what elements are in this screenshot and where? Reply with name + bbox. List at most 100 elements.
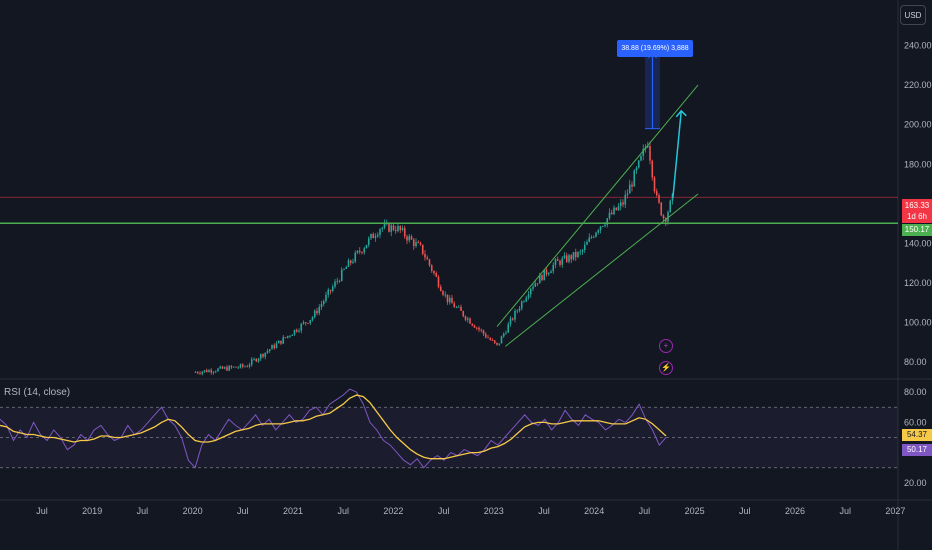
candle-body (392, 225, 395, 230)
candle-body (514, 310, 516, 320)
candle-body (271, 345, 273, 350)
rsi-value-tag: 50.17 (902, 444, 932, 456)
candle-body (667, 212, 669, 222)
candle-body (408, 236, 411, 241)
candle-body (262, 354, 264, 357)
candle-body (250, 359, 253, 365)
candle-body (410, 236, 413, 240)
candle-body (196, 372, 199, 374)
candle-body (241, 364, 244, 367)
candle-body (662, 215, 665, 219)
candle-body (365, 244, 368, 249)
candle-body (214, 371, 217, 373)
candle-body (669, 200, 672, 213)
plus-circle-icon[interactable]: + (659, 339, 673, 353)
measure-label: 38.88 (19.69%) 3,888 (617, 40, 693, 57)
candle-body (502, 333, 505, 337)
rsi-tick-label: 60.00 (904, 417, 927, 427)
candle-body (349, 260, 352, 263)
candle-body (298, 330, 300, 332)
candle-body (543, 269, 546, 281)
candle-body (525, 297, 528, 302)
candle-body (498, 343, 501, 345)
candle-body (275, 343, 278, 349)
candle-body (316, 310, 318, 314)
candle-body (397, 225, 399, 232)
projection-arrow[interactable] (672, 110, 682, 198)
candle-body (338, 280, 341, 282)
candle-body (433, 270, 435, 274)
candle-body (340, 269, 343, 281)
candle-body (478, 327, 480, 330)
candle-body (302, 322, 305, 324)
candle-body (491, 339, 494, 341)
candle-body (232, 366, 235, 368)
rsi-pane[interactable]: RSI (14, close) (0, 387, 898, 469)
candle-body (462, 310, 465, 317)
candle-body (520, 301, 523, 309)
candle-body (554, 259, 557, 265)
candle-body (451, 297, 453, 304)
candle-body (568, 255, 570, 262)
candle-body (325, 294, 327, 302)
lightning-icon[interactable]: ⚡ (659, 361, 673, 375)
candle-body (199, 373, 201, 374)
candle-body (453, 303, 456, 308)
candles (194, 141, 674, 376)
candle-body (545, 269, 548, 275)
candle-body (426, 257, 429, 260)
time-tick-label: Jul (739, 506, 751, 516)
candle-body (318, 307, 321, 314)
countdown-value: 1d 6h (906, 212, 928, 221)
candle-body (523, 301, 525, 303)
candle-body (230, 366, 233, 368)
candle-body (527, 294, 530, 298)
candle-body (363, 248, 366, 253)
candle-body (289, 335, 291, 337)
candle-body (617, 206, 620, 211)
time-tick-label: 2020 (183, 506, 203, 516)
candle-body (307, 323, 309, 324)
candle-body (487, 337, 489, 339)
time-tick-label: Jul (137, 506, 149, 516)
price-tick-label: 240.00 (904, 41, 932, 51)
time-axis[interactable]: Jul 2019 Jul 2020 Jul 2021 Jul 2022 Jul 2023 Jul 20… (36, 506, 905, 516)
candle-body (651, 160, 654, 178)
candle-body (556, 259, 559, 261)
candle-body (383, 223, 386, 228)
candle-body (640, 155, 642, 161)
candle-body (352, 261, 354, 263)
candle-body (309, 319, 312, 324)
time-tick-label: 2027 (885, 506, 905, 516)
price-tick-label: 100.00 (904, 318, 932, 328)
currency-button[interactable]: USD (900, 5, 926, 25)
candle-body (552, 264, 555, 272)
candle-body (257, 358, 260, 362)
candle-body (637, 160, 640, 168)
candle-body (516, 310, 519, 312)
price-pane[interactable] (0, 51, 898, 376)
time-tick-label: Jul (237, 506, 249, 516)
candle-body (194, 372, 197, 373)
candle-body (613, 207, 615, 215)
candle-body (435, 273, 438, 277)
candle-body (235, 366, 237, 368)
candle-body (586, 241, 588, 245)
candle-body (592, 236, 595, 238)
candle-body (655, 191, 658, 196)
rsi-tick-label: 20.00 (904, 478, 927, 488)
candle-body (550, 271, 552, 274)
time-tick-label: Jul (337, 506, 349, 516)
candle-body (532, 286, 534, 289)
time-tick-label: Jul (839, 506, 851, 516)
candle-body (595, 232, 597, 237)
time-tick-label: Jul (36, 506, 48, 516)
candle-body (448, 297, 451, 303)
candle-body (475, 327, 478, 329)
candle-body (626, 193, 629, 195)
candle-body (628, 184, 631, 194)
candle-body (565, 255, 568, 262)
channel-line[interactable] (496, 84, 699, 327)
channel-line[interactable] (505, 193, 699, 347)
